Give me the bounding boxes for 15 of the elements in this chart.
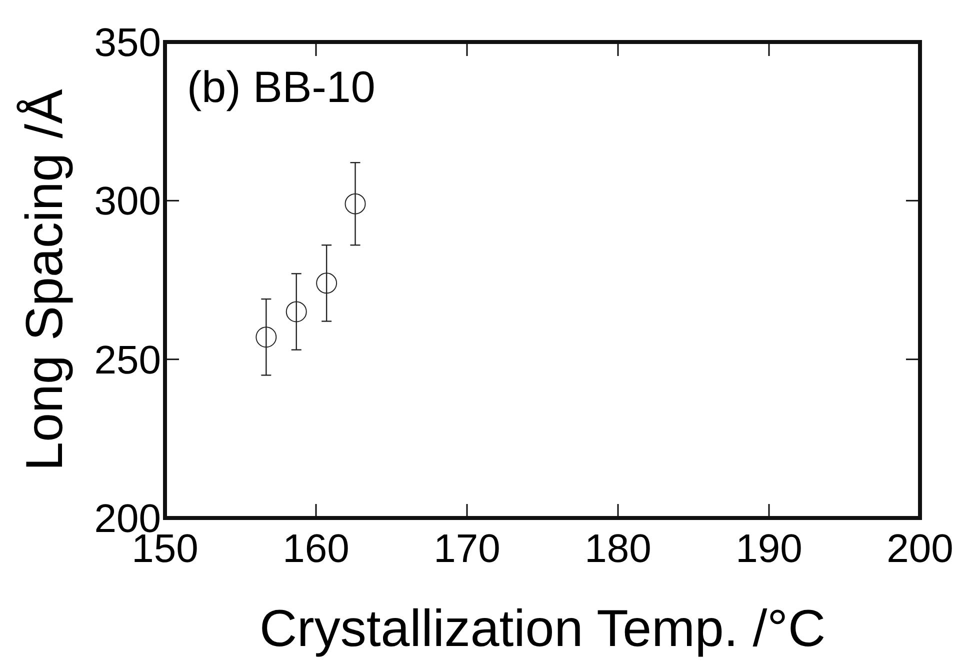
x-axis-title: Crystallization Temp. /°C (259, 600, 826, 658)
y-tick-label: 250 (94, 338, 161, 382)
x-tick-label: 170 (434, 527, 500, 571)
y-tick-label: 350 (94, 21, 161, 65)
x-tick-label: 160 (282, 527, 350, 571)
y-tick-label: 300 (94, 180, 161, 224)
x-tick-label: 200 (886, 527, 954, 571)
point (286, 301, 307, 322)
point (256, 326, 277, 348)
point (316, 272, 338, 294)
annotation: (b) BB-10 (187, 63, 376, 112)
x-tick-label: 180 (584, 527, 652, 571)
y-axis-title: Long Spacing /Å (16, 88, 74, 471)
x-tick-label: 190 (736, 527, 802, 571)
point (344, 193, 366, 214)
